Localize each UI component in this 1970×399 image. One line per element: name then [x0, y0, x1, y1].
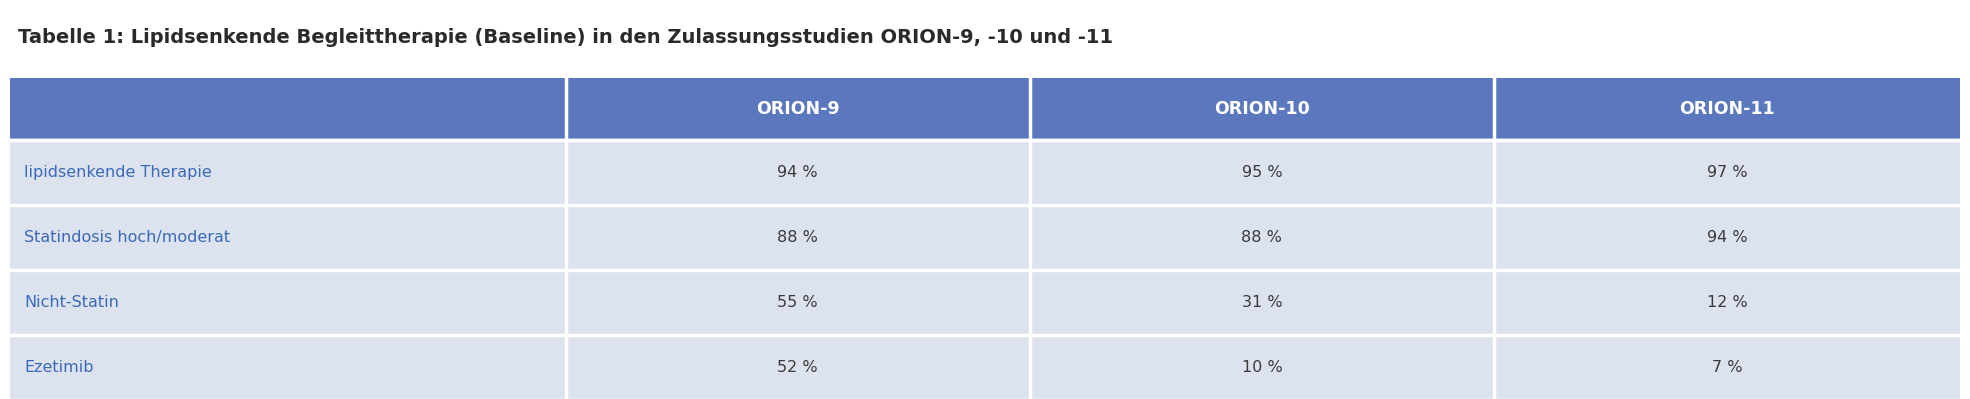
- Text: 88 %: 88 %: [778, 230, 818, 245]
- Bar: [1493, 78, 1960, 140]
- Text: 88 %: 88 %: [1241, 230, 1282, 245]
- Text: ORION-11: ORION-11: [1678, 100, 1775, 118]
- Text: Statindosis hoch/moderat: Statindosis hoch/moderat: [24, 230, 230, 245]
- Text: Ezetimib: Ezetimib: [24, 360, 93, 375]
- Bar: [565, 270, 1030, 335]
- Bar: [1030, 140, 1493, 205]
- Bar: [1030, 78, 1493, 140]
- Bar: [10, 270, 565, 335]
- Bar: [1030, 205, 1493, 270]
- Text: 7 %: 7 %: [1712, 360, 1741, 375]
- Text: 95 %: 95 %: [1241, 165, 1282, 180]
- Bar: [1493, 205, 1960, 270]
- Bar: [10, 78, 565, 140]
- Bar: [1493, 140, 1960, 205]
- Bar: [1030, 270, 1493, 335]
- Bar: [1493, 270, 1960, 335]
- Bar: [10, 140, 565, 205]
- Text: 94 %: 94 %: [778, 165, 818, 180]
- Text: 55 %: 55 %: [778, 295, 818, 310]
- Text: 12 %: 12 %: [1706, 295, 1747, 310]
- Bar: [10, 335, 565, 399]
- Bar: [1030, 335, 1493, 399]
- Text: Tabelle 1: Lipidsenkende Begleittherapie (Baseline) in den Zulassungsstudien ORI: Tabelle 1: Lipidsenkende Begleittherapie…: [18, 28, 1113, 47]
- Text: ORION-9: ORION-9: [756, 100, 839, 118]
- Text: ORION-10: ORION-10: [1214, 100, 1310, 118]
- Bar: [10, 205, 565, 270]
- Text: Nicht-Statin: Nicht-Statin: [24, 295, 118, 310]
- Bar: [565, 78, 1030, 140]
- Text: lipidsenkende Therapie: lipidsenkende Therapie: [24, 165, 211, 180]
- Text: 94 %: 94 %: [1706, 230, 1747, 245]
- Text: 52 %: 52 %: [778, 360, 818, 375]
- Bar: [565, 335, 1030, 399]
- Bar: [1493, 335, 1960, 399]
- Text: 10 %: 10 %: [1241, 360, 1282, 375]
- Text: 31 %: 31 %: [1241, 295, 1282, 310]
- Bar: [565, 205, 1030, 270]
- Text: 97 %: 97 %: [1706, 165, 1747, 180]
- Bar: [565, 140, 1030, 205]
